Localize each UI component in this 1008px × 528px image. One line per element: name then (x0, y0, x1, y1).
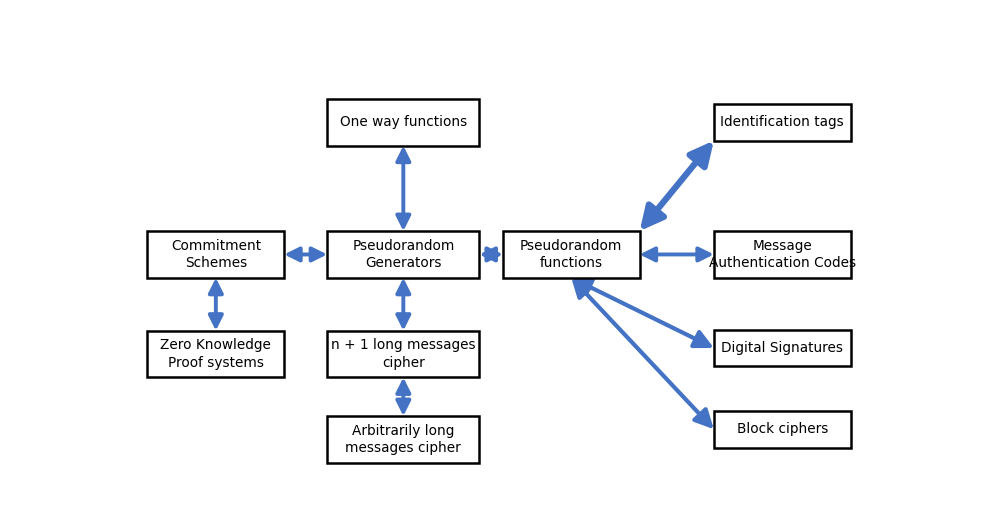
FancyBboxPatch shape (503, 231, 640, 278)
FancyBboxPatch shape (328, 99, 480, 146)
Text: Pseudorandom
Generators: Pseudorandom Generators (352, 239, 455, 270)
Text: Arbitrarily long
messages cipher: Arbitrarily long messages cipher (346, 423, 462, 455)
FancyBboxPatch shape (147, 231, 284, 278)
FancyBboxPatch shape (714, 231, 851, 278)
Text: Message
Authentication Codes: Message Authentication Codes (709, 239, 856, 270)
Text: Commitment
Schemes: Commitment Schemes (170, 239, 261, 270)
FancyBboxPatch shape (147, 331, 284, 378)
Text: One way functions: One way functions (340, 115, 467, 129)
Text: Identification tags: Identification tags (721, 115, 844, 129)
FancyBboxPatch shape (328, 416, 480, 463)
FancyBboxPatch shape (328, 231, 480, 278)
FancyBboxPatch shape (714, 411, 851, 448)
Text: Pseudorandom
functions: Pseudorandom functions (520, 239, 623, 270)
Text: n + 1 long messages
cipher: n + 1 long messages cipher (331, 338, 476, 370)
Text: Digital Signatures: Digital Signatures (721, 341, 844, 355)
Text: Block ciphers: Block ciphers (737, 422, 828, 436)
FancyBboxPatch shape (714, 329, 851, 366)
FancyBboxPatch shape (714, 104, 851, 140)
Text: Zero Knowledge
Proof systems: Zero Knowledge Proof systems (160, 338, 271, 370)
FancyBboxPatch shape (328, 331, 480, 378)
